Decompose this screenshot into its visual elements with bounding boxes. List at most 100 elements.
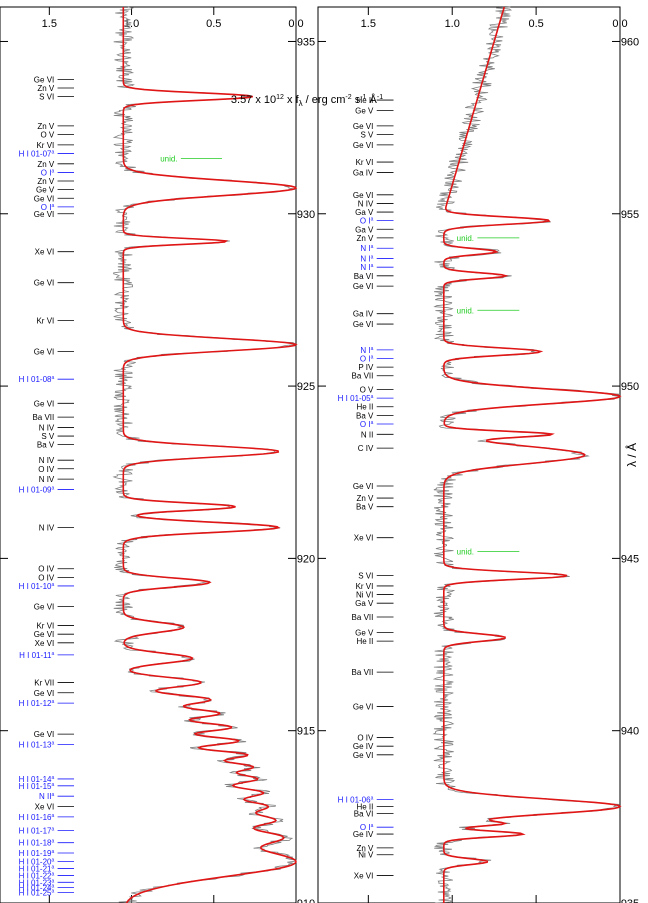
line-id-label: O IV bbox=[38, 465, 55, 474]
line-id-sup: a bbox=[371, 346, 374, 352]
line-id-label: Zn V bbox=[37, 160, 55, 169]
line-id-label: O Ia bbox=[360, 355, 374, 364]
line-id-label: S VI bbox=[358, 572, 373, 581]
line-id-label: Xe VI bbox=[354, 871, 374, 880]
line-id-sup: a bbox=[51, 582, 54, 588]
line-id-sup: a bbox=[51, 168, 54, 174]
line-id-label: Ga V bbox=[355, 225, 374, 234]
line-id-label: N II bbox=[361, 430, 373, 439]
line-id-sup: a bbox=[51, 883, 54, 889]
line-id-label: Xe VI bbox=[35, 803, 55, 812]
line-id-label: N IV bbox=[358, 199, 374, 208]
line-id-label: Ge VI bbox=[353, 122, 373, 131]
wavelength-tick-label: 950 bbox=[621, 381, 639, 393]
line-id-label: H I 01-20a bbox=[19, 858, 55, 867]
spectrum-panel-1: 0.00.51.01.5910915920925930935H I 01-25a… bbox=[0, 6, 315, 903]
line-id-sup: a bbox=[51, 651, 54, 657]
line-id-label: O V bbox=[360, 386, 374, 395]
line-id-sup: a bbox=[51, 203, 54, 209]
line-id-label: H I 01-19a bbox=[19, 849, 55, 858]
line-id-label: Ga V bbox=[355, 208, 374, 217]
line-id-label: He II bbox=[356, 403, 373, 412]
line-id-label: O IV bbox=[38, 573, 55, 582]
line-id-label: Kr VII bbox=[34, 678, 54, 687]
line-id-label: O Ia bbox=[360, 420, 374, 429]
line-id-label: Ba VI bbox=[354, 272, 374, 281]
line-id-label: Zn V bbox=[37, 177, 55, 186]
line-id-label: He II bbox=[356, 96, 373, 105]
line-id-label: H I 01-17a bbox=[19, 827, 55, 836]
line-id-label: Ge VI bbox=[34, 399, 54, 408]
line-id-label: Zn V bbox=[356, 844, 374, 853]
model-spectrum bbox=[122, 7, 298, 903]
line-id-label: H I 01-09a bbox=[19, 485, 55, 494]
line-id-label: Ba V bbox=[37, 441, 55, 450]
line-id-label: O Ia bbox=[360, 217, 374, 226]
model-spectrum bbox=[443, 6, 622, 903]
line-id-label: Ge VI bbox=[353, 320, 373, 329]
line-id-label: Zn V bbox=[37, 84, 55, 93]
line-id-label: S VI bbox=[39, 93, 54, 102]
line-id-label: Ge VI bbox=[353, 482, 373, 491]
observed-spectrum bbox=[432, 6, 622, 903]
line-id-label: H I 01-08a bbox=[19, 375, 55, 384]
line-id-label: O IV bbox=[357, 734, 374, 743]
line-id-sup: a bbox=[371, 394, 374, 400]
line-id-sup: a bbox=[51, 839, 54, 845]
line-id-label: Ba VII bbox=[352, 668, 374, 677]
line-id-label: Ge VI bbox=[34, 348, 54, 357]
line-id-label: Kr VI bbox=[36, 622, 54, 631]
line-id-sup: a bbox=[51, 858, 54, 864]
wavelength-tick-label: 915 bbox=[297, 726, 315, 738]
line-id-label: Ge IV bbox=[353, 830, 374, 839]
wavelength-tick-label: 935 bbox=[297, 36, 315, 48]
line-id-label: C IV bbox=[358, 444, 374, 453]
y-axis-label: 3.57 x 1012 x fλ / erg cm-2 s-1 Å-1 bbox=[231, 93, 383, 108]
line-id-label: Ba V bbox=[356, 503, 374, 512]
y-axis-label-part: -1 bbox=[360, 94, 366, 101]
wavelength-tick-label: 910 bbox=[297, 898, 315, 903]
line-id-sup: a bbox=[51, 878, 54, 884]
y-axis-label-part: -1 bbox=[377, 94, 383, 101]
line-id-label: P IV bbox=[358, 363, 374, 372]
line-id-label: N IV bbox=[39, 523, 55, 532]
line-id-sup: a bbox=[371, 420, 374, 426]
y-axis-label-part: 12 bbox=[276, 94, 284, 101]
rotated-plot-area: 0.0 0.5 1.0 1.5 910 915 920 925 930 935 H I 01-25a… bbox=[0, 6, 639, 903]
line-id-label: S V bbox=[41, 432, 55, 441]
line-id-label: N IV bbox=[39, 475, 55, 484]
observed-spectrum bbox=[112, 6, 298, 903]
wavelength-tick-label: 960 bbox=[621, 36, 639, 48]
flux-tick-label: 1.5 bbox=[42, 18, 57, 30]
line-id-label: H I 01-14a bbox=[19, 775, 55, 784]
line-id-label: O V bbox=[40, 131, 54, 140]
wavelength-tick-label: 925 bbox=[297, 381, 315, 393]
line-id-label: Xe VI bbox=[35, 639, 55, 648]
flux-tick-label: 0.5 bbox=[206, 18, 221, 30]
line-id-sup: a bbox=[371, 255, 374, 261]
line-id-sup: a bbox=[51, 699, 54, 705]
line-id-label: O Ia bbox=[360, 823, 374, 832]
y-axis-label-part: λ bbox=[299, 99, 303, 108]
line-id-sup: a bbox=[51, 871, 54, 877]
line-id-label: O IV bbox=[38, 565, 55, 574]
line-id-sup: a bbox=[51, 782, 54, 788]
line-id-label: Ge VI bbox=[34, 630, 54, 639]
line-id-label: O Ia bbox=[41, 203, 55, 212]
line-id-label: Ni V bbox=[358, 851, 374, 860]
y-axis-label-part: 3.57 x 10 bbox=[231, 94, 276, 106]
line-id-label: H I 01-11a bbox=[19, 651, 54, 660]
flux-tick-label: 0.5 bbox=[528, 18, 543, 30]
y-axis-label-part: s bbox=[352, 94, 361, 106]
line-id-label: Kr VI bbox=[36, 317, 54, 326]
line-id-sup: a bbox=[51, 889, 54, 895]
line-id-label: H I 01-24a bbox=[19, 883, 55, 892]
y-axis-label-part: Å bbox=[366, 93, 377, 106]
line-id-label: Ga V bbox=[355, 599, 374, 608]
line-id-label: S V bbox=[360, 131, 374, 140]
line-id-label: Zn V bbox=[37, 122, 55, 131]
line-id-label: H I 01-07a bbox=[19, 149, 55, 158]
flux-tick-label: 1.5 bbox=[361, 18, 376, 30]
flux-tick-label: 1.0 bbox=[445, 18, 460, 30]
